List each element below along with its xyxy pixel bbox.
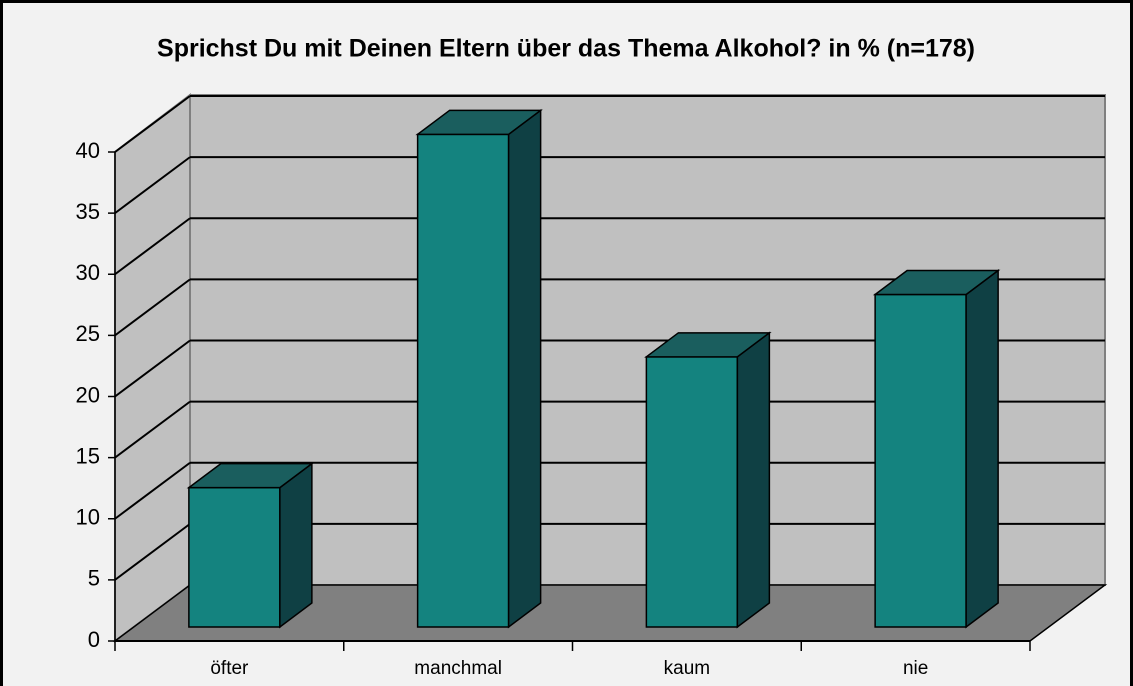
bar-front xyxy=(416,133,510,628)
chart-title: Sprichst Du mit Deinen Eltern über das T… xyxy=(157,35,975,63)
bar-top xyxy=(415,109,543,136)
bar-side xyxy=(965,268,999,629)
y-tick-label: 5 xyxy=(88,566,100,591)
grid-line xyxy=(114,339,191,398)
bar-side xyxy=(279,462,313,629)
bar-top xyxy=(872,269,1001,296)
grid-line xyxy=(114,217,191,276)
x-tick-label: öfter xyxy=(210,658,249,679)
y-tick-label: 25 xyxy=(76,321,100,346)
x-tick-label: manchmal xyxy=(414,658,502,679)
grid-line xyxy=(114,461,191,520)
bar xyxy=(644,331,772,629)
y-tick-label: 15 xyxy=(76,443,100,468)
grid-line xyxy=(114,400,191,459)
bar-front xyxy=(645,356,739,628)
bar-side xyxy=(507,108,542,629)
y-tick-label: 10 xyxy=(76,505,100,530)
x-tick-label: kaum xyxy=(664,658,710,679)
y-tick-label: 0 xyxy=(88,627,100,652)
bar xyxy=(872,268,1001,629)
bar-side xyxy=(736,331,771,629)
bar xyxy=(415,108,543,629)
y-tick-label: 20 xyxy=(76,382,100,407)
bar-front xyxy=(188,486,281,628)
grid-line xyxy=(114,523,191,581)
y-tick-label: 35 xyxy=(76,199,100,224)
bar-top xyxy=(644,332,772,358)
y-tick-label: 40 xyxy=(76,138,100,163)
bar-front xyxy=(874,293,967,628)
bar xyxy=(186,462,315,629)
bar-top xyxy=(186,462,315,489)
grid-line xyxy=(114,95,191,153)
grid-line xyxy=(114,156,191,214)
grid-line xyxy=(114,278,191,337)
y-tick-label: 30 xyxy=(76,260,100,285)
x-tick-label: nie xyxy=(903,658,928,679)
